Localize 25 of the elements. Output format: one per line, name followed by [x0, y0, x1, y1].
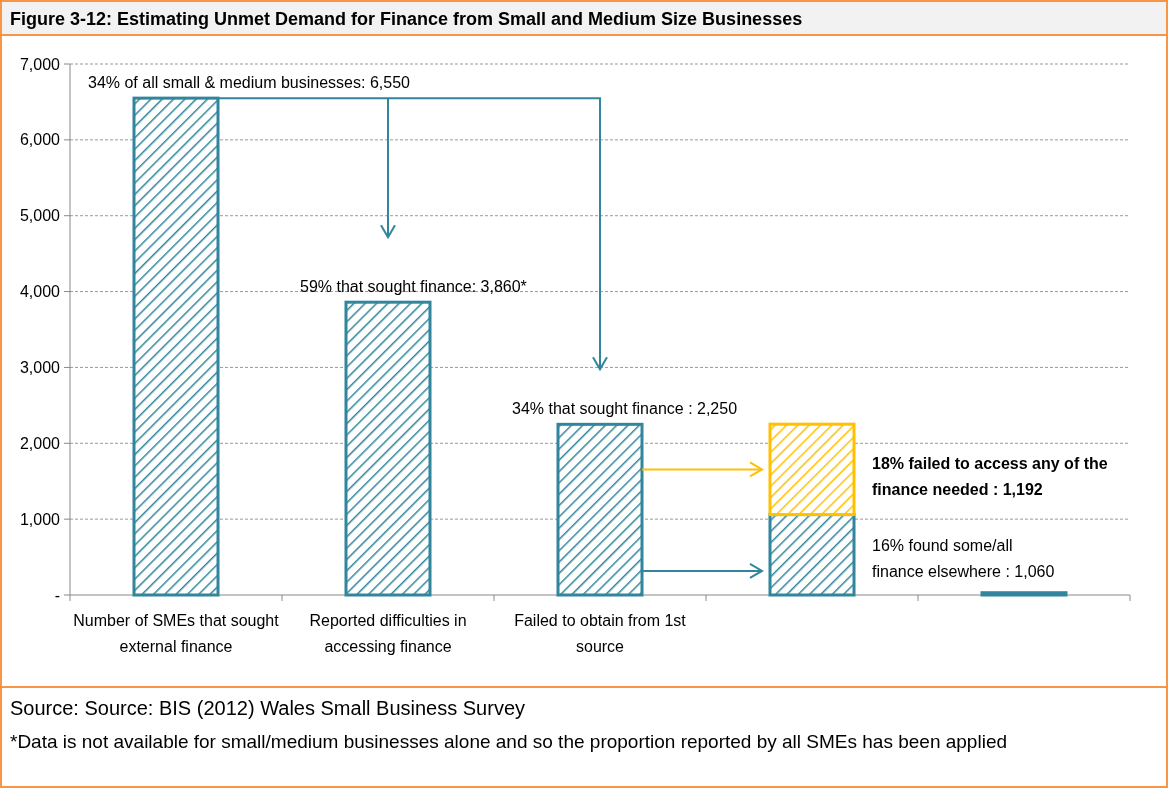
bar [556, 422, 644, 597]
text: *Data is not available for small/medium businesses alone and so the proportion reported by all SMEs has been applied [10, 731, 1008, 752]
y-tick-label: 3,000 [19, 359, 61, 377]
y-tick-label: 4,000 [19, 283, 61, 301]
source-note: Source: Source: BIS (2012) Wales Small Business Survey [10, 697, 526, 719]
y-tick-label: 7,000 [19, 55, 61, 73]
y-tick-label: 5,000 [19, 207, 61, 225]
annotation: 34% of all small & medium businesses: 6,550 [88, 74, 411, 92]
annotation: 16% found some/all finance elsewhere : 1,060 [872, 536, 1055, 580]
x-tick-label: Number of SMEs that sought external finance [73, 612, 280, 655]
chart-title: Figure 3-12: Estimating Unmet Demand for Finance from Small and Medium Size Businesses [10, 9, 803, 29]
y-tick-label: 1,000 [19, 510, 61, 528]
y-tick-label: 6,000 [19, 131, 61, 149]
bar [344, 300, 432, 597]
y-tick-label: 2,000 [19, 434, 61, 452]
bar [132, 96, 220, 597]
bar [980, 591, 1068, 597]
annotation: 34% that sought finance : 2,250 [512, 400, 738, 418]
annotation: 18% failed to access any of the finance needed : 1,192 [872, 455, 1108, 499]
bar [768, 513, 856, 597]
bar [768, 422, 856, 517]
x-tick-label: Failed to obtain from 1st source [514, 612, 687, 655]
annotation: 59% that sought finance: 3,860* [300, 278, 527, 296]
y-tick-label: - [54, 586, 60, 604]
x-tick-label: Reported difficulties in accessing finance [309, 612, 467, 655]
